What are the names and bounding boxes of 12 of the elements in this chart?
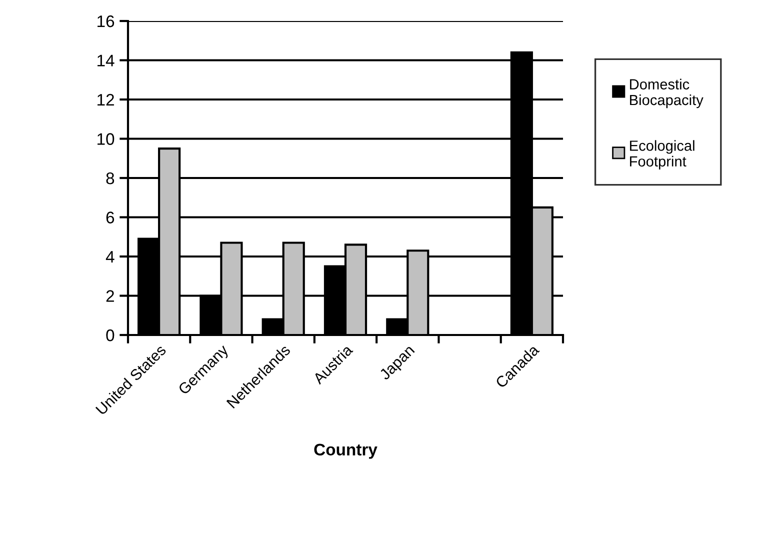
y-tick-label: 16: [98, 15, 114, 28]
y-tick-label: 0: [106, 329, 114, 342]
y-tick-label: 14: [98, 54, 114, 66]
y-tick-label: 12: [98, 94, 114, 106]
legend-label: Domestic Biocapacity: [630, 78, 704, 108]
y-tick-label: 6: [106, 212, 114, 224]
legend-label: Ecological Footprint: [630, 140, 694, 170]
y-tick-label: 2: [106, 290, 114, 302]
y-tick-label: 10: [98, 133, 114, 145]
y-tick-label: 8: [106, 172, 114, 184]
x-axis-title: Country: [314, 444, 378, 459]
y-tick-label: 4: [106, 251, 114, 263]
